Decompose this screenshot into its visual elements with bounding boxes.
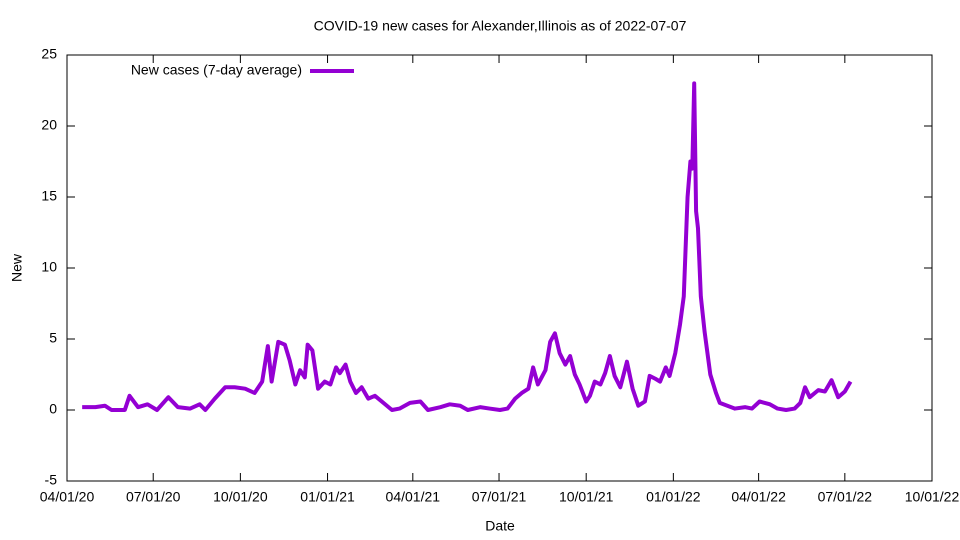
x-tick-label: 07/01/22 bbox=[818, 489, 873, 505]
x-axis-label: Date bbox=[485, 518, 515, 534]
x-tick-label: 04/01/22 bbox=[731, 489, 786, 505]
x-tick-label: 04/01/20 bbox=[40, 489, 95, 505]
x-tick-label: 01/01/21 bbox=[300, 489, 355, 505]
x-tick-label: 07/01/20 bbox=[126, 489, 181, 505]
x-tick-label: 10/01/20 bbox=[213, 489, 268, 505]
y-tick-label: 25 bbox=[41, 46, 57, 62]
y-tick-label: 20 bbox=[41, 117, 57, 133]
y-axis-label: New bbox=[9, 253, 25, 282]
y-tick-label: -5 bbox=[45, 472, 58, 488]
chart-title: COVID-19 new cases for Alexander,Illinoi… bbox=[314, 18, 687, 34]
y-tick-label: 0 bbox=[49, 401, 57, 417]
y-tick-label: 5 bbox=[49, 330, 57, 346]
legend-label: New cases (7-day average) bbox=[131, 62, 302, 78]
y-tick-label: 15 bbox=[41, 188, 57, 204]
x-tick-label: 04/01/21 bbox=[386, 489, 441, 505]
data-line bbox=[82, 81, 853, 412]
x-tick-label: 01/01/22 bbox=[646, 489, 701, 505]
x-tick-label: 07/01/21 bbox=[472, 489, 527, 505]
x-tick-label: 10/01/22 bbox=[905, 489, 960, 505]
y-tick-label: 10 bbox=[41, 259, 57, 275]
x-tick-label: 10/01/21 bbox=[559, 489, 614, 505]
